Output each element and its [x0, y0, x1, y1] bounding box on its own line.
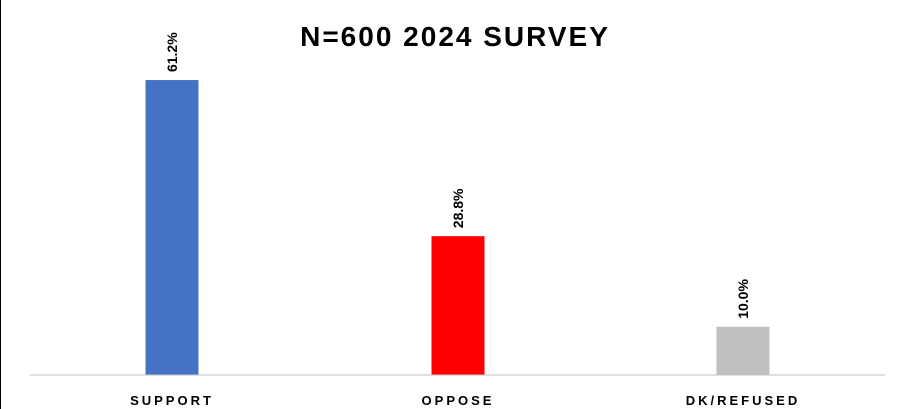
category-label-0: SUPPORT [130, 393, 214, 408]
bars-group [145, 80, 770, 376]
chart-frame-edge [0, 0, 1, 409]
data-label-0: 61.2% [164, 32, 180, 72]
data-label-2: 10.0% [735, 279, 751, 319]
bar-oppose [431, 236, 485, 375]
chart-title: N=600 2024 SURVEY [300, 21, 610, 52]
category-label-2: DK/REFUSED [686, 393, 801, 408]
bar-dk-refused [716, 326, 770, 375]
data-label-1: 28.8% [450, 188, 466, 228]
category-label-1: OPPOSE [422, 393, 495, 408]
labels-group: 61.2% SUPPORT 28.8% OPPOSE 10.0% DK/REFUSED [130, 32, 801, 408]
bar-support [145, 80, 199, 376]
